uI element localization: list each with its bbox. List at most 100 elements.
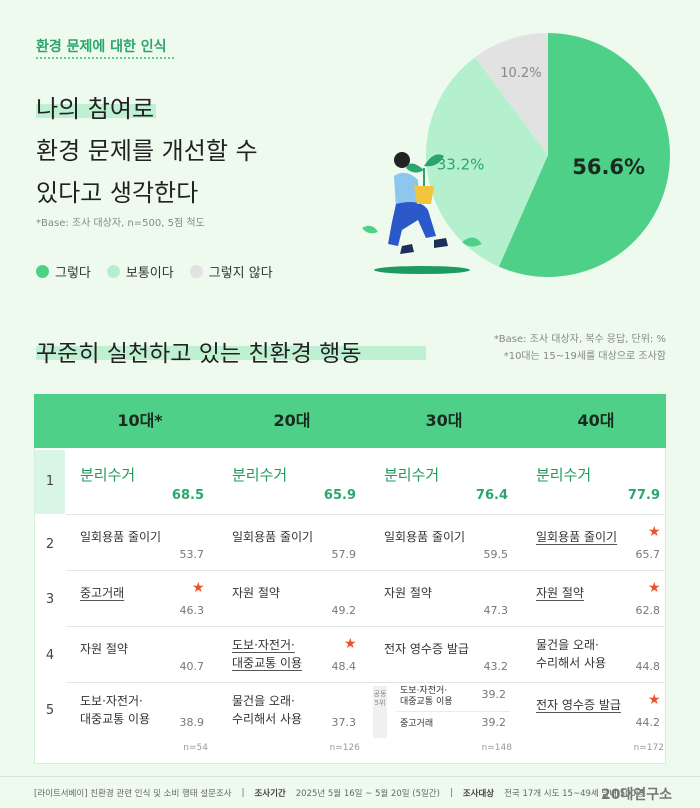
pie-legend: 그렇다 보통이다 그렇지 않다 (36, 262, 273, 281)
legend-label-yes: 그렇다 (55, 266, 91, 281)
person-torso (394, 172, 420, 208)
note-line-1: *Base: 조사 대상자, 복수 응답, 단위: % (493, 334, 666, 345)
cell-name: 중고거래 (400, 719, 434, 729)
row-divider (66, 514, 666, 515)
plant-leaf-1 (406, 163, 424, 173)
cell-name: 자원 절약 (384, 586, 432, 600)
cell-value: 59.5 (483, 548, 509, 561)
header-40s: 40대 (577, 411, 615, 430)
base-note: *Base: 조사 대상자, n=500, 5점 척도 (36, 218, 205, 229)
person-legs (388, 202, 436, 246)
cell-value: 37.3 (331, 716, 357, 729)
row-divider (66, 682, 666, 683)
footer-survey: [라이트서베이] 친환경 관련 인식 및 소비 행태 설문조사 (34, 788, 232, 799)
cell-name: 중고거래 (80, 586, 125, 600)
cell-name: 일회용품 줄이기 (536, 530, 618, 544)
cell-value: 44.8 (635, 660, 661, 673)
cell-value: 48.4 (331, 660, 357, 673)
person-head (394, 152, 410, 168)
top-item-name: 분리수거 (80, 466, 136, 484)
section-highlight (36, 346, 426, 360)
top-item-value: 77.9 (627, 488, 660, 503)
plant-leaf-2 (424, 154, 444, 167)
topic-label: 환경 문제에 대한 인식 (36, 39, 167, 55)
pie-slice-no (475, 33, 548, 155)
star-icon: ★ (344, 636, 357, 652)
pie-label-neutral: 33.2% (437, 155, 485, 173)
footer-target-label: 조사대상 (462, 788, 495, 799)
cell-name: 일회용품 줄이기 (80, 530, 162, 544)
cell-value: 46.3 (179, 604, 205, 617)
pie-chart: 56.6% 33.2% 10.2% (362, 33, 670, 278)
rank-1-highlight (35, 450, 65, 514)
top-item-value: 68.5 (171, 488, 204, 503)
row-divider (66, 570, 666, 571)
cell-name: 자원 절약 (80, 642, 128, 656)
pie-slices (426, 33, 670, 278)
cell-value: 38.9 (179, 716, 205, 729)
pie-label-yes: 56.6% (572, 155, 645, 179)
flower-pot (414, 186, 434, 204)
ranking-table (34, 394, 666, 764)
cell-name: 자원 절약 (232, 586, 280, 600)
star-icon: ★ (648, 524, 661, 540)
section-title: 꾸준히 실천하고 있는 친환경 행동 (36, 341, 362, 367)
header-10s: 10대* (117, 411, 163, 430)
footer-target: 전국 17개 시도 15~49세 남녀 500명 (504, 788, 644, 799)
note-line-2: *10대는 15~19세를 대상으로 조사함 (503, 351, 666, 362)
sample-size: n=172 (633, 743, 664, 753)
footer-sep: | (449, 787, 453, 798)
rank-4: 4 (45, 648, 55, 663)
shoe-left (400, 244, 414, 254)
section-notes: *Base: 조사 대상자, 복수 응답, 단위: % *10대는 15~19세… (494, 331, 666, 365)
legend-label-neutral: 보통이다 (125, 266, 174, 281)
headline-line-2: 환경 문제를 개선할 수 (36, 137, 258, 165)
sample-size: n=126 (329, 743, 360, 753)
footer-sep: | (241, 787, 245, 798)
cell-name: 전자 영수증 발급 (384, 642, 469, 656)
leaf-right-icon (462, 237, 482, 247)
legend-dot-no (189, 265, 203, 278)
top-item-value: 65.9 (323, 488, 356, 503)
cell-name: 전자 영수증 발급 (536, 698, 621, 712)
cell-name: 일회용품 줄이기 (384, 530, 466, 544)
table-header (34, 394, 666, 448)
cell-value: 62.8 (635, 604, 661, 617)
cell-name: 도보·자전거· 대중교통 이용 (400, 686, 453, 707)
top-item-name: 분리수거 (384, 466, 440, 484)
cell-name: 도보·자전거· 대중교통 이용 (232, 638, 303, 670)
rank-2: 2 (45, 537, 55, 552)
brand-logo: 20대연구소 (600, 787, 672, 803)
legend-item-no: 그렇지 않다 (189, 262, 273, 281)
legend-label-no: 그렇지 않다 (208, 266, 273, 281)
top-item-name: 분리수거 (536, 466, 592, 484)
legend-dot-yes (36, 265, 49, 278)
cell-name: 자원 절약 (536, 586, 584, 600)
row-divider (66, 626, 666, 627)
cell-value: 53.7 (179, 548, 205, 561)
rank-5: 5 (45, 703, 55, 718)
footer: [라이트서베이] 친환경 관련 인식 및 소비 행태 설문조사 | 조사기간 2… (0, 776, 700, 808)
cell-value: 40.7 (179, 660, 205, 673)
cell-value: 39.2 (481, 716, 507, 729)
cell-name: 도보·자전거· 대중교통 이용 (80, 694, 151, 726)
sample-size: n=54 (183, 743, 208, 753)
cell-name: 일회용품 줄이기 (232, 530, 314, 544)
cell-value: 65.7 (635, 548, 661, 561)
pie-slice-neutral (426, 57, 548, 267)
tie-badge: 공동5위 (373, 686, 387, 738)
rank-1: 1 (45, 474, 55, 489)
ground-shadow (374, 266, 470, 274)
star-icon: ★ (192, 580, 205, 596)
top-item-value: 76.4 (475, 488, 508, 503)
cell-value: 49.2 (331, 604, 357, 617)
topic-underline (36, 57, 174, 59)
pie-labels: 56.6% 33.2% 10.2% (437, 66, 645, 179)
header-20s: 20대 (273, 411, 311, 430)
headline-line-1: 나의 참여로 (36, 95, 155, 123)
headline-line-3: 있다고 생각한다 (36, 179, 199, 207)
footer-period-label: 조사기간 (254, 788, 286, 799)
sample-size: n=148 (481, 743, 512, 753)
cell-value: 44.2 (635, 716, 661, 729)
rank-3: 3 (45, 592, 55, 607)
